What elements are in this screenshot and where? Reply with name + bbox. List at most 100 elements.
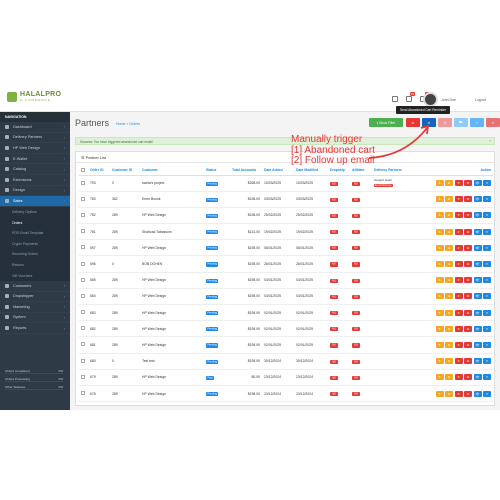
edit-button[interactable]: ✎ (435, 228, 444, 235)
sidebar-item-e-wallet[interactable]: E-Wallet › (0, 154, 70, 165)
view-button[interactable]: 👁 (473, 390, 482, 397)
row-checkbox[interactable] (81, 374, 85, 379)
sidebar-subitem-gift-vouchers[interactable]: Gift Vouchers (0, 270, 70, 281)
copy-button[interactable]: ⧉ (445, 261, 453, 268)
copy-button[interactable]: ⧉ (445, 341, 453, 348)
dropdown-button[interactable]: ▾ (483, 358, 491, 365)
edit-button[interactable]: ✎ (435, 341, 444, 348)
dropdown-button[interactable]: ▾ (483, 228, 491, 235)
delete-button[interactable]: ✕ (454, 261, 463, 268)
edit-button[interactable]: ✎ (435, 293, 444, 300)
row-checkbox[interactable] (81, 180, 85, 185)
cancel-button[interactable]: ⊘ (464, 277, 472, 284)
row-checkbox[interactable] (81, 310, 85, 315)
edit-button[interactable]: ✎ (435, 325, 444, 332)
dropdown-button[interactable]: ▾ (483, 390, 491, 397)
sidebar-item-reports[interactable]: Reports › (0, 323, 70, 334)
view-button[interactable]: 👁 (473, 358, 482, 365)
copy-button[interactable]: ⧉ (445, 293, 453, 300)
row-checkbox[interactable] (81, 358, 85, 363)
column-header[interactable]: Order ID (88, 166, 110, 176)
abandoned-cart-button[interactable]: ✉ (406, 118, 420, 127)
cancel-button[interactable]: ⊘ (464, 390, 472, 397)
dropdown-button[interactable]: ▾ (483, 261, 491, 268)
edit-button[interactable]: ✎ (435, 196, 444, 203)
view-button[interactable]: 👁 (473, 244, 482, 251)
print-invoice-button[interactable]: ⎙ (438, 118, 452, 127)
cancel-button[interactable]: ⊘ (464, 325, 472, 332)
add-button[interactable]: + (470, 118, 484, 127)
cancel-button[interactable]: ⊘ (464, 358, 472, 365)
dropdown-button[interactable]: ▾ (483, 180, 491, 187)
breadcrumb-orders[interactable]: Orders (129, 122, 140, 126)
copy-button[interactable]: ⧉ (445, 390, 453, 397)
sidebar-item-delivery-partners[interactable]: Delivery Partners › (0, 133, 70, 144)
sidebar-item-dashboard[interactable]: Dashboard › (0, 122, 70, 133)
show-filter-button[interactable]: ▾ Show Filter (369, 118, 403, 127)
view-button[interactable]: 👁 (473, 341, 482, 348)
dropdown-button[interactable]: ▾ (483, 244, 491, 251)
row-checkbox[interactable] (81, 229, 85, 234)
cancel-button[interactable]: ⊘ (464, 309, 472, 316)
delete-button[interactable]: ✕ (454, 325, 463, 332)
column-header[interactable]: Delivery Partners (372, 166, 418, 176)
column-header[interactable]: Affiliate (350, 166, 372, 176)
delete-button[interactable]: ✕ (454, 390, 463, 397)
avatar[interactable] (423, 92, 438, 107)
row-checkbox[interactable] (81, 196, 85, 201)
view-button[interactable]: 👁 (473, 196, 482, 203)
copy-button[interactable]: ⧉ (445, 325, 453, 332)
delete-button[interactable]: ✕ (454, 309, 463, 316)
cancel-button[interactable]: ⊘ (464, 261, 472, 268)
view-button[interactable]: 👁 (473, 228, 482, 235)
cancel-button[interactable]: ⊘ (464, 244, 472, 251)
edit-button[interactable]: ✎ (435, 358, 444, 365)
copy-button[interactable]: ⧉ (445, 196, 453, 203)
column-header[interactable]: Total Accounts (230, 166, 262, 176)
dropdown-button[interactable]: ▾ (483, 341, 491, 348)
delete-button[interactable]: ✕ (454, 293, 463, 300)
logout-link[interactable]: Logout (475, 98, 486, 102)
copy-button[interactable]: ⧉ (445, 374, 453, 381)
sidebar-item-sales[interactable]: Sales › (0, 196, 70, 207)
delete-button[interactable]: ✕ (454, 228, 463, 235)
delete-button[interactable]: ✕ (454, 212, 463, 219)
view-button[interactable]: 👁 (473, 261, 482, 268)
copy-button[interactable]: ⧉ (445, 212, 453, 219)
column-header[interactable]: Status (204, 166, 230, 176)
edit-button[interactable]: ✎ (435, 390, 444, 397)
dropdown-button[interactable]: ▾ (483, 293, 491, 300)
copy-button[interactable]: ⧉ (445, 277, 453, 284)
row-checkbox[interactable] (81, 261, 85, 266)
copy-button[interactable]: ⧉ (445, 180, 453, 187)
cancel-button[interactable]: ⊘ (464, 293, 472, 300)
column-header[interactable]: Dropship (328, 166, 350, 176)
user-name[interactable]: John Doe (441, 98, 456, 102)
view-button[interactable]: 👁 (473, 293, 482, 300)
dropdown-button[interactable]: ▾ (483, 309, 491, 316)
delete-button[interactable]: ✕ (454, 374, 463, 381)
shipping-button[interactable]: ⛟ (454, 118, 468, 127)
close-alert-button[interactable]: × (489, 139, 491, 143)
sidebar-item-catalog[interactable]: Catalog › (0, 164, 70, 175)
dropdown-button[interactable]: ▾ (483, 374, 491, 381)
delete-button[interactable]: ✕ (486, 118, 500, 127)
cancel-button[interactable]: ⊘ (464, 180, 472, 187)
dropdown-button[interactable]: ▾ (483, 196, 491, 203)
sidebar-subitem-returns[interactable]: Returns (0, 259, 70, 271)
sidebar-item-extensions[interactable]: Extensions › (0, 175, 70, 186)
sidebar-item-dropshipper[interactable]: Dropshipper › (0, 292, 70, 303)
sidebar-item-hp-web-design[interactable]: HP Web Design › (0, 143, 70, 154)
edit-button[interactable]: ✎ (435, 180, 444, 187)
cancel-button[interactable]: ⊘ (464, 212, 472, 219)
edit-button[interactable]: ✎ (435, 277, 444, 284)
edit-button[interactable]: ✎ (435, 309, 444, 316)
bell-icon[interactable]: 19 (406, 92, 415, 102)
column-header[interactable]: Customer ID (110, 166, 140, 176)
copy-button[interactable]: ⧉ (445, 244, 453, 251)
delete-button[interactable]: ✕ (454, 358, 463, 365)
dropdown-button[interactable]: ▾ (483, 325, 491, 332)
cancel-button[interactable]: ⊘ (464, 196, 472, 203)
sidebar-item-design[interactable]: Design › (0, 186, 70, 197)
edit-button[interactable]: ✎ (435, 374, 444, 381)
